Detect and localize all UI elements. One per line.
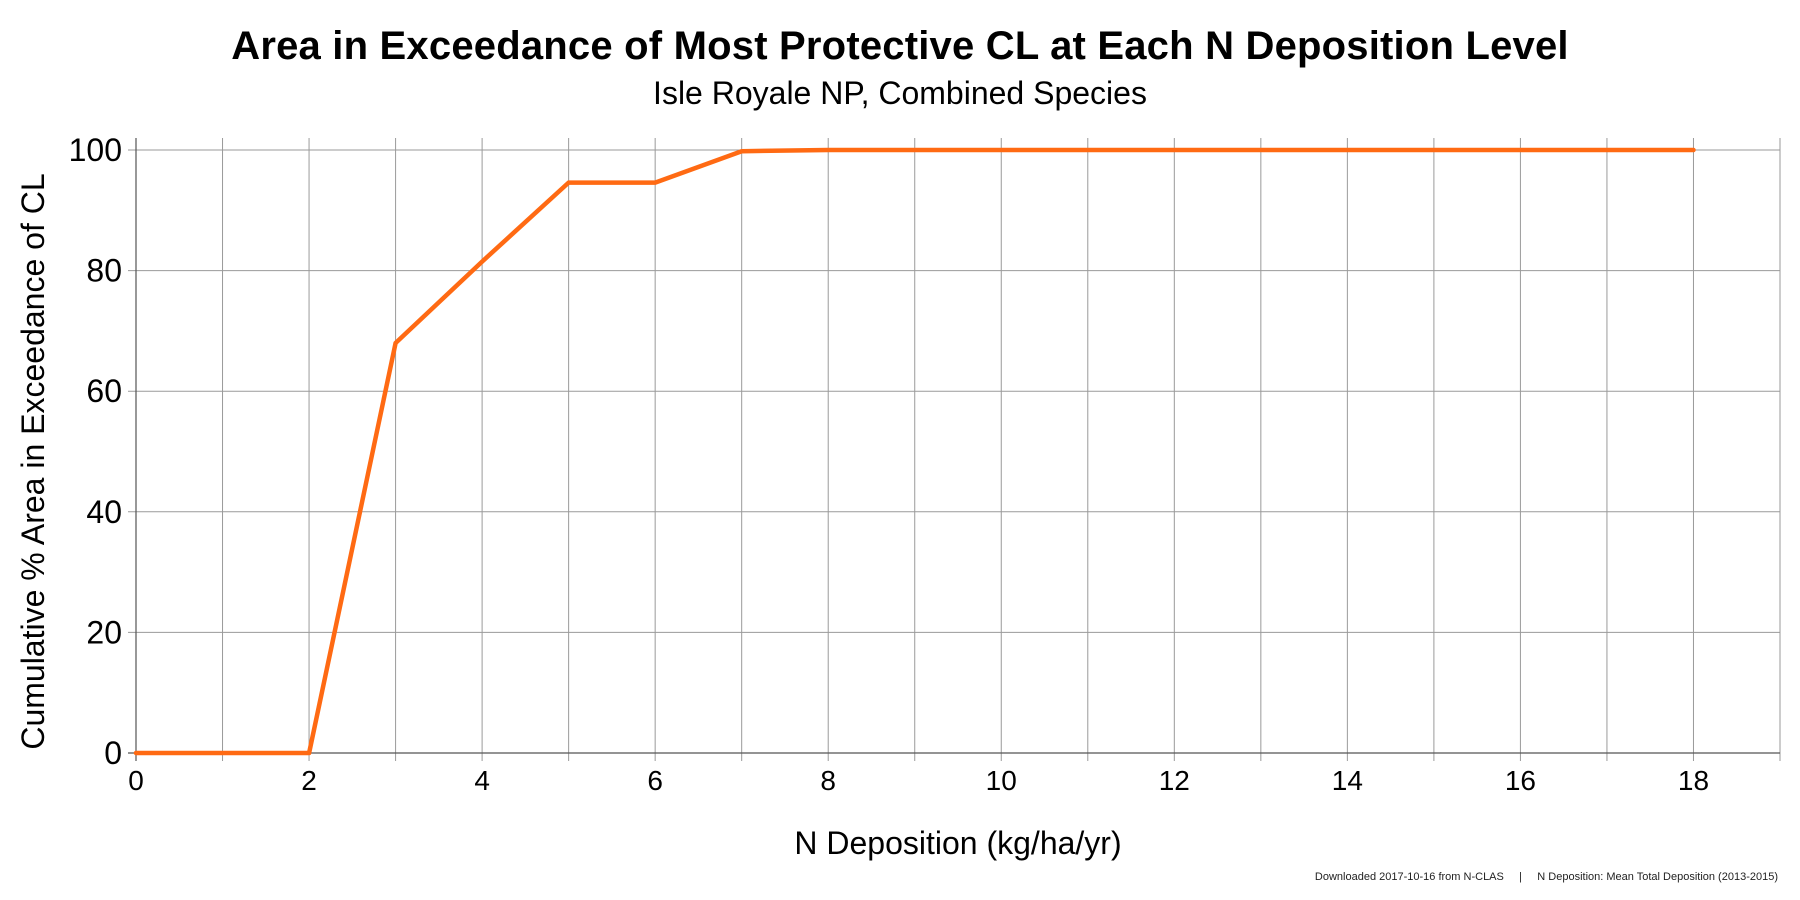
x-axis-ticks: 0 2 4 6 8 10 12 14 16 18	[128, 765, 1709, 796]
y-tick-label: 100	[69, 132, 122, 168]
x-tick-label: 12	[1159, 765, 1190, 796]
x-tick-label: 4	[474, 765, 490, 796]
y-axis-label: Cumulative % Area in Exceedance of CL	[15, 173, 51, 749]
axes	[128, 138, 1780, 761]
y-tick-label: 80	[86, 253, 122, 289]
series-line	[133, 147, 1696, 756]
vertical-gridlines	[222, 138, 1781, 761]
x-tick-label: 6	[647, 765, 663, 796]
x-tick-label: 8	[820, 765, 836, 796]
x-tick-label: 18	[1678, 765, 1709, 796]
y-axis-ticks: 0 20 40 60 80 100	[69, 132, 122, 771]
x-tick-label: 2	[301, 765, 317, 796]
x-tick-label: 14	[1332, 765, 1363, 796]
source-footnote: Downloaded 2017-10-16 from N-CLAS | N De…	[1314, 871, 1778, 883]
x-axis-label: N Deposition (kg/ha/yr)	[794, 825, 1121, 861]
x-tick-label: 16	[1505, 765, 1536, 796]
data-series	[133, 147, 1696, 756]
x-tick-label: 0	[128, 765, 144, 796]
y-tick-label: 20	[86, 614, 122, 650]
horizontal-gridlines	[128, 149, 1780, 633]
chart-title: Area in Exceedance of Most Protective CL…	[231, 24, 1569, 68]
y-tick-label: 40	[86, 494, 122, 530]
chart-subtitle: Isle Royale NP, Combined Species	[653, 75, 1147, 111]
x-tick-label: 10	[986, 765, 1017, 796]
y-tick-label: 0	[104, 735, 122, 771]
y-tick-label: 60	[86, 373, 122, 409]
